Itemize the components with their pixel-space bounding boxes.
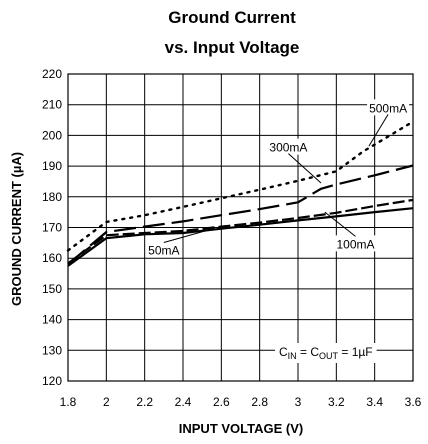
tick-labels: 1.8 2 2.2 2.4 2.6 2.8 3 3.2 3.4 3.6 120 130 140 150 16… <box>42 67 422 409</box>
annotation-bg-500mA <box>367 99 410 116</box>
series-50mA <box>67 207 414 267</box>
y-tick-label: 170 <box>42 221 62 235</box>
series-annotations: 500mA 300mA 50mA 100mA <box>146 99 410 258</box>
annotation-label-100mA: 100mA <box>336 237 374 251</box>
y-tick-label: 220 <box>42 67 62 81</box>
series-300mA <box>67 164 414 266</box>
series-100mA <box>67 198 414 265</box>
y-tick-label: 140 <box>42 313 62 327</box>
annotation-label-500mA: 500mA <box>369 101 407 115</box>
condition-eq2: = 1µF <box>338 345 373 359</box>
annotation-bg-50mA <box>146 241 182 258</box>
annotation-leader-100mA <box>324 211 356 237</box>
plot-frame <box>67 73 414 382</box>
y-tick-label: 200 <box>42 128 62 142</box>
x-tick-label: 3.6 <box>405 395 422 409</box>
annotation-leader-300mA <box>288 153 322 184</box>
x-tick-label: 2.4 <box>175 395 192 409</box>
condition-annotation: CIN = COUT = 1µF <box>279 345 373 361</box>
y-tick-label: 150 <box>42 282 62 296</box>
x-tick-label: 3 <box>295 395 302 409</box>
y-tick-label: 120 <box>42 374 62 388</box>
condition-c: C <box>279 345 288 359</box>
y-tick-label: 160 <box>42 251 62 265</box>
annotation-label-300mA: 300mA <box>269 141 307 155</box>
y-tick-label: 130 <box>42 343 62 357</box>
y-tick-label: 190 <box>42 159 62 173</box>
x-tick-label: 3.4 <box>366 395 383 409</box>
annotation-bg-100mA <box>334 235 377 252</box>
annotation-leader-500mA <box>368 114 389 147</box>
y-tick-label: 180 <box>42 190 62 204</box>
x-tick-label: 2.6 <box>213 395 230 409</box>
y-tick-label: 210 <box>42 98 62 112</box>
condition-in-sub: IN <box>288 351 297 361</box>
x-tick-label: 2 <box>103 395 110 409</box>
condition-annotation-bg <box>275 343 377 363</box>
x-axis-label: INPUT VOLTAGE (V) <box>179 421 303 436</box>
condition-eq1: = C <box>297 345 320 359</box>
x-tick-label: 3.2 <box>328 395 345 409</box>
chart-title-line2: vs. Input Voltage <box>165 38 300 57</box>
x-tick-label: 1.8 <box>60 395 77 409</box>
series-500mA <box>66 120 415 252</box>
annotation-label-50mA: 50mA <box>148 244 179 258</box>
x-tick-label: 2.2 <box>136 395 153 409</box>
series-lines <box>66 120 415 267</box>
annotation-bg-300mA <box>267 138 310 155</box>
x-tick-label: 2.8 <box>251 395 268 409</box>
y-axis-label: GROUND CURRENT (µA) <box>9 152 24 306</box>
condition-out-sub: OUT <box>319 351 339 361</box>
annotation-leader-50mA <box>163 229 210 244</box>
chart-title-line1: Ground Current <box>168 8 296 27</box>
